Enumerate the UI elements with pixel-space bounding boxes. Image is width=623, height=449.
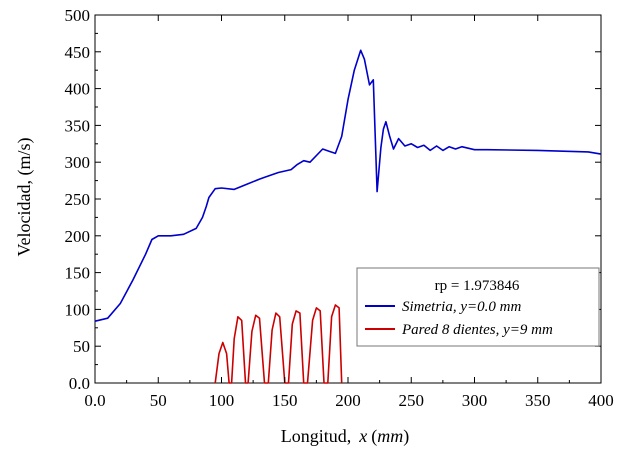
series-line-1 bbox=[214, 304, 343, 384]
y-tick-label: 300 bbox=[65, 153, 91, 172]
legend-box bbox=[356, 267, 600, 347]
x-axis-title-paren-close: ) bbox=[403, 426, 409, 447]
series-layer bbox=[94, 49, 602, 384]
y-axis-title: Velocidad, (m/s) bbox=[14, 138, 35, 257]
x-tick-label: 400 bbox=[588, 391, 614, 410]
legend: rp = 1.973846 Simetria, y=0.0 mm Pared 8… bbox=[356, 267, 600, 347]
legend-label-pared: Pared 8 dientes, y=9 mm bbox=[401, 322, 553, 338]
y-tick-label: 150 bbox=[65, 264, 91, 283]
x-axis-title-variable: x bbox=[358, 426, 367, 446]
x-tick-label: 150 bbox=[272, 391, 298, 410]
x-tick-label: 200 bbox=[335, 391, 361, 410]
x-axis-title: Longitud, x (mm) bbox=[281, 426, 410, 447]
x-tick-label: 50 bbox=[150, 391, 167, 410]
x-axis-title-unit: mm bbox=[377, 426, 403, 446]
ticks-layer: 0.0 50 100 150 200 250 300 350 400 0.0 50 100 150 200… bbox=[65, 6, 614, 410]
y-tick-label: 50 bbox=[73, 337, 90, 356]
x-tick-label: 100 bbox=[209, 391, 235, 410]
x-tick-label: 350 bbox=[525, 391, 551, 410]
x-tick-label: 250 bbox=[399, 391, 425, 410]
y-tick-label: 250 bbox=[65, 190, 91, 209]
y-tick-label: 350 bbox=[65, 116, 91, 135]
legend-label-simetria: Simetria, y=0.0 mm bbox=[402, 299, 521, 315]
x-axis-title-paren-open: ( bbox=[371, 426, 377, 447]
x-tick-label: 300 bbox=[462, 391, 488, 410]
y-tick-label: 400 bbox=[65, 80, 91, 99]
y-tick-label: 100 bbox=[65, 300, 91, 319]
y-tick-label: 0.0 bbox=[69, 374, 90, 393]
legend-header: rp = 1.973846 bbox=[435, 278, 520, 294]
y-tick-label: 500 bbox=[65, 6, 91, 25]
series-line-0 bbox=[94, 49, 602, 322]
x-axis-title-text: Longitud, bbox=[281, 426, 352, 446]
y-tick-label: 450 bbox=[65, 43, 91, 62]
x-tick-label: 0.0 bbox=[84, 391, 105, 410]
y-tick-label: 200 bbox=[65, 227, 91, 246]
